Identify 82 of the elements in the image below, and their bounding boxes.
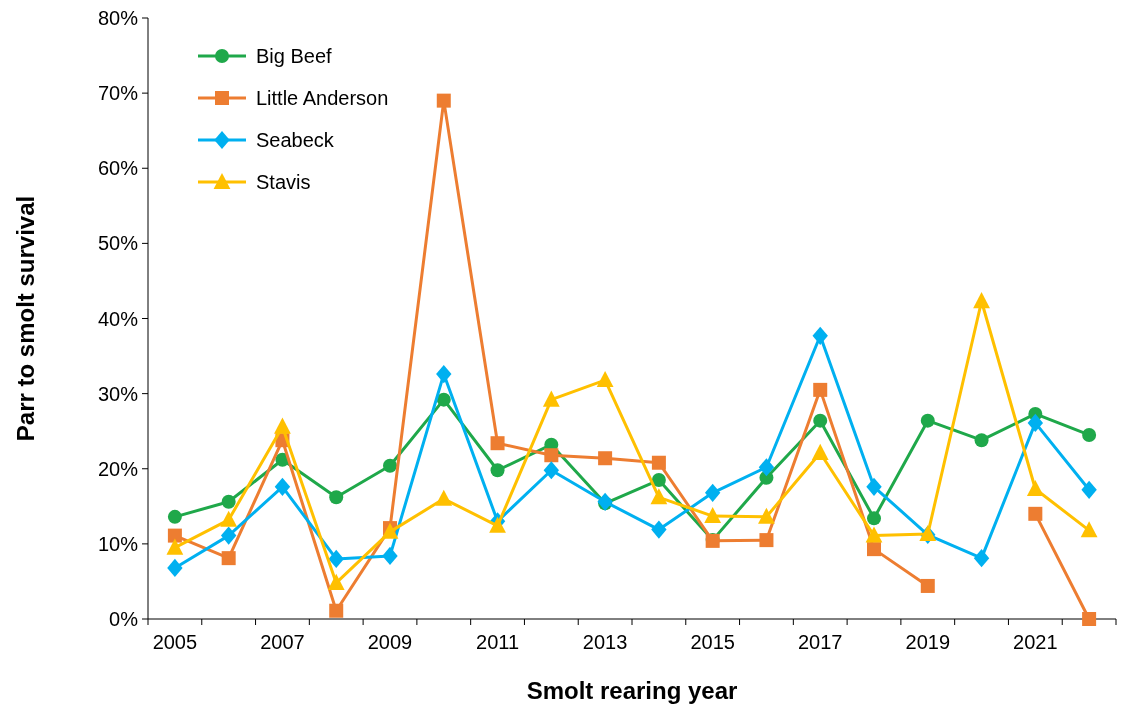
point xyxy=(1082,612,1097,626)
point xyxy=(542,390,560,407)
legend-label: Seabeck xyxy=(256,129,335,151)
x-tick-label: 2017 xyxy=(797,631,843,653)
point xyxy=(651,455,666,470)
point xyxy=(1027,413,1044,433)
point xyxy=(758,458,775,477)
point xyxy=(812,326,828,345)
point xyxy=(704,506,722,524)
legend-label: Little Anderson xyxy=(256,87,389,109)
point xyxy=(1080,521,1098,538)
point xyxy=(329,603,344,618)
point xyxy=(1082,427,1097,442)
point xyxy=(543,461,560,480)
point xyxy=(220,526,237,545)
x-tick-label: 2005 xyxy=(152,631,198,653)
point xyxy=(544,448,559,463)
point xyxy=(973,292,990,309)
point xyxy=(489,516,506,533)
point xyxy=(274,417,291,434)
point xyxy=(490,436,505,451)
x-tick-label: 2019 xyxy=(905,631,951,653)
point xyxy=(758,507,775,524)
y-axis-title: Parr to smolt survival xyxy=(12,195,39,442)
point xyxy=(598,451,613,466)
y-tick-label: 0% xyxy=(109,608,139,630)
point xyxy=(973,549,990,568)
point xyxy=(867,511,881,526)
point xyxy=(650,488,668,505)
y-tick-label: 40% xyxy=(97,307,139,330)
point xyxy=(166,538,184,555)
point xyxy=(221,494,236,509)
point xyxy=(813,382,828,397)
y-tick-label: 80% xyxy=(97,7,139,29)
point xyxy=(920,413,935,428)
x-tick-label: 2011 xyxy=(476,631,520,653)
x-tick-label: 2009 xyxy=(367,631,413,653)
point xyxy=(435,489,453,506)
point xyxy=(704,483,721,502)
legend-label: Stavis xyxy=(256,171,311,193)
x-axis-title: Smolt rearing year xyxy=(526,677,738,704)
point xyxy=(1026,479,1044,497)
point xyxy=(382,546,398,565)
legend-label: Big Beef xyxy=(256,45,333,67)
point xyxy=(597,492,613,511)
point xyxy=(328,549,344,568)
point xyxy=(1028,506,1043,521)
point xyxy=(920,578,935,593)
y-tick-label: 50% xyxy=(97,232,139,255)
point xyxy=(1081,480,1097,499)
point xyxy=(813,413,828,428)
x-tick-label: 2013 xyxy=(582,631,628,653)
y-tick-label: 70% xyxy=(97,82,139,105)
y-tick-label: 20% xyxy=(97,457,139,480)
x-tick-label: 2021 xyxy=(1013,631,1058,653)
y-tick-label: 10% xyxy=(97,532,139,555)
point xyxy=(651,473,666,488)
point xyxy=(274,477,291,496)
point xyxy=(167,528,182,543)
point xyxy=(759,533,774,548)
point xyxy=(490,463,505,478)
point xyxy=(383,458,397,473)
point xyxy=(167,558,183,578)
point xyxy=(436,93,451,108)
point xyxy=(974,433,989,448)
x-tick-label: 2007 xyxy=(260,631,305,653)
point xyxy=(867,542,881,557)
y-tick-label: 60% xyxy=(97,157,139,180)
y-tick-label: 30% xyxy=(97,382,139,405)
point xyxy=(436,364,452,384)
point xyxy=(167,509,182,524)
point xyxy=(651,520,667,539)
point xyxy=(220,510,238,527)
point xyxy=(436,392,451,407)
point xyxy=(811,443,829,460)
point xyxy=(327,573,345,590)
point xyxy=(596,371,614,388)
point xyxy=(329,490,344,505)
point xyxy=(865,526,883,543)
x-tick-label: 2015 xyxy=(690,631,735,653)
point xyxy=(866,477,882,496)
point xyxy=(221,551,236,566)
